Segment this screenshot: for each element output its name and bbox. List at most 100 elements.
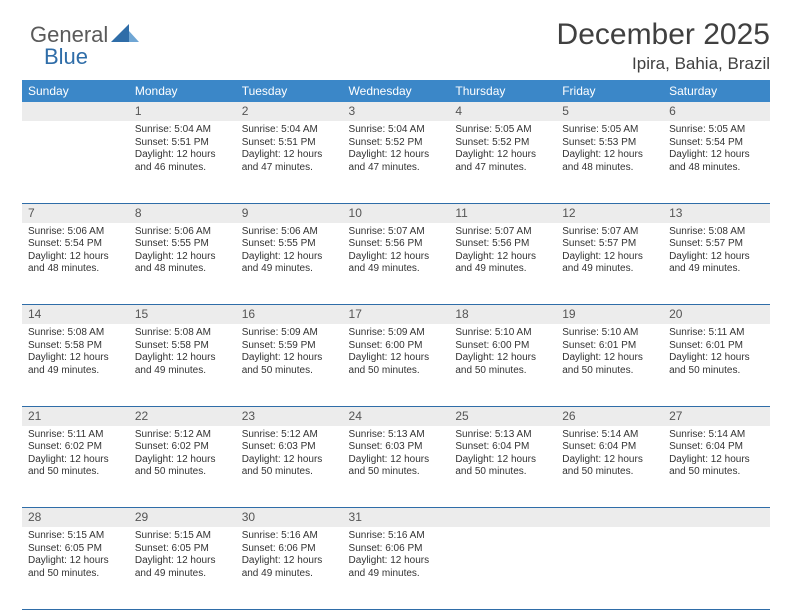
day-number-cell: 13 — [663, 203, 770, 223]
day-number-row: 14151617181920 — [22, 305, 770, 325]
sunset-line: Sunset: 6:04 PM — [669, 441, 764, 454]
week-row: Sunrise: 5:04 AMSunset: 5:51 PMDaylight:… — [22, 121, 770, 203]
sunset-line: Sunset: 5:54 PM — [28, 238, 123, 251]
week-row: Sunrise: 5:06 AMSunset: 5:54 PMDaylight:… — [22, 223, 770, 305]
day-number-cell: 5 — [556, 102, 663, 121]
daylight-line: Daylight: 12 hours and 50 minutes. — [28, 555, 123, 580]
day-number-cell: 10 — [343, 203, 450, 223]
day-cell-body: Sunrise: 5:07 AMSunset: 5:56 PMDaylight:… — [343, 223, 450, 280]
sunrise-line: Sunrise: 5:14 AM — [669, 429, 764, 442]
day-number-cell — [22, 102, 129, 121]
daylight-line: Daylight: 12 hours and 48 minutes. — [669, 149, 764, 174]
day-cell: Sunrise: 5:06 AMSunset: 5:54 PMDaylight:… — [22, 223, 129, 305]
daylight-line: Daylight: 12 hours and 47 minutes. — [455, 149, 550, 174]
daylight-line: Daylight: 12 hours and 50 minutes. — [669, 454, 764, 479]
daylight-line: Daylight: 12 hours and 48 minutes. — [135, 251, 230, 276]
day-cell-body: Sunrise: 5:04 AMSunset: 5:51 PMDaylight:… — [129, 121, 236, 178]
sunrise-line: Sunrise: 5:04 AM — [242, 124, 337, 137]
sunrise-line: Sunrise: 5:12 AM — [242, 429, 337, 442]
sunrise-line: Sunrise: 5:16 AM — [242, 530, 337, 543]
day-cell-body: Sunrise: 5:16 AMSunset: 6:06 PMDaylight:… — [236, 527, 343, 584]
day-cell: Sunrise: 5:08 AMSunset: 5:58 PMDaylight:… — [129, 324, 236, 406]
sunrise-line: Sunrise: 5:07 AM — [562, 226, 657, 239]
day-cell: Sunrise: 5:05 AMSunset: 5:52 PMDaylight:… — [449, 121, 556, 203]
day-cell-body: Sunrise: 5:14 AMSunset: 6:04 PMDaylight:… — [663, 426, 770, 483]
day-number-cell: 11 — [449, 203, 556, 223]
day-header: Friday — [556, 80, 663, 102]
sunset-line: Sunset: 6:06 PM — [242, 543, 337, 556]
day-cell — [556, 527, 663, 609]
daylight-line: Daylight: 12 hours and 50 minutes. — [135, 454, 230, 479]
sunrise-line: Sunrise: 5:11 AM — [28, 429, 123, 442]
day-number-cell: 15 — [129, 305, 236, 325]
sunset-line: Sunset: 6:01 PM — [562, 340, 657, 353]
daylight-line: Daylight: 12 hours and 49 minutes. — [455, 251, 550, 276]
day-number-cell: 18 — [449, 305, 556, 325]
day-cell-body: Sunrise: 5:11 AMSunset: 6:01 PMDaylight:… — [663, 324, 770, 381]
sunset-line: Sunset: 6:04 PM — [455, 441, 550, 454]
day-cell: Sunrise: 5:07 AMSunset: 5:56 PMDaylight:… — [343, 223, 450, 305]
day-cell-body: Sunrise: 5:13 AMSunset: 6:03 PMDaylight:… — [343, 426, 450, 483]
sunrise-line: Sunrise: 5:07 AM — [349, 226, 444, 239]
sunrise-line: Sunrise: 5:06 AM — [242, 226, 337, 239]
day-number-row: 78910111213 — [22, 203, 770, 223]
daylight-line: Daylight: 12 hours and 49 minutes. — [669, 251, 764, 276]
daylight-line: Daylight: 12 hours and 48 minutes. — [562, 149, 657, 174]
daylight-line: Daylight: 12 hours and 49 minutes. — [242, 555, 337, 580]
sunset-line: Sunset: 6:00 PM — [349, 340, 444, 353]
day-number-cell: 24 — [343, 406, 450, 426]
day-number-cell: 17 — [343, 305, 450, 325]
day-number-cell: 2 — [236, 102, 343, 121]
day-number-cell: 29 — [129, 508, 236, 528]
location-label: Ipira, Bahia, Brazil — [22, 54, 770, 74]
day-number-cell: 16 — [236, 305, 343, 325]
daylight-line: Daylight: 12 hours and 49 minutes. — [349, 555, 444, 580]
day-cell-body: Sunrise: 5:13 AMSunset: 6:04 PMDaylight:… — [449, 426, 556, 483]
sunrise-line: Sunrise: 5:07 AM — [455, 226, 550, 239]
day-cell: Sunrise: 5:04 AMSunset: 5:52 PMDaylight:… — [343, 121, 450, 203]
day-cell-body: Sunrise: 5:07 AMSunset: 5:56 PMDaylight:… — [449, 223, 556, 280]
day-number-cell: 28 — [22, 508, 129, 528]
week-row: Sunrise: 5:11 AMSunset: 6:02 PMDaylight:… — [22, 426, 770, 508]
daylight-line: Daylight: 12 hours and 50 minutes. — [455, 352, 550, 377]
day-cell: Sunrise: 5:08 AMSunset: 5:58 PMDaylight:… — [22, 324, 129, 406]
sunset-line: Sunset: 5:59 PM — [242, 340, 337, 353]
day-number-cell: 25 — [449, 406, 556, 426]
daylight-line: Daylight: 12 hours and 47 minutes. — [349, 149, 444, 174]
day-cell-body: Sunrise: 5:09 AMSunset: 6:00 PMDaylight:… — [343, 324, 450, 381]
day-cell-body: Sunrise: 5:08 AMSunset: 5:58 PMDaylight:… — [129, 324, 236, 381]
sunrise-line: Sunrise: 5:06 AM — [135, 226, 230, 239]
sunrise-line: Sunrise: 5:13 AM — [455, 429, 550, 442]
sunrise-line: Sunrise: 5:10 AM — [455, 327, 550, 340]
day-cell: Sunrise: 5:13 AMSunset: 6:03 PMDaylight:… — [343, 426, 450, 508]
day-cell-body: Sunrise: 5:08 AMSunset: 5:57 PMDaylight:… — [663, 223, 770, 280]
day-number-cell: 9 — [236, 203, 343, 223]
daylight-line: Daylight: 12 hours and 49 minutes. — [28, 352, 123, 377]
sunset-line: Sunset: 5:55 PM — [242, 238, 337, 251]
daylight-line: Daylight: 12 hours and 49 minutes. — [242, 251, 337, 276]
daylight-line: Daylight: 12 hours and 48 minutes. — [28, 251, 123, 276]
sunset-line: Sunset: 6:01 PM — [669, 340, 764, 353]
daylight-line: Daylight: 12 hours and 50 minutes. — [28, 454, 123, 479]
day-cell-body: Sunrise: 5:12 AMSunset: 6:02 PMDaylight:… — [129, 426, 236, 483]
daylight-line: Daylight: 12 hours and 50 minutes. — [669, 352, 764, 377]
day-cell: Sunrise: 5:10 AMSunset: 6:00 PMDaylight:… — [449, 324, 556, 406]
day-cell: Sunrise: 5:06 AMSunset: 5:55 PMDaylight:… — [236, 223, 343, 305]
day-cell-body: Sunrise: 5:10 AMSunset: 6:00 PMDaylight:… — [449, 324, 556, 381]
week-row: Sunrise: 5:15 AMSunset: 6:05 PMDaylight:… — [22, 527, 770, 609]
day-number-cell: 1 — [129, 102, 236, 121]
day-number-cell: 30 — [236, 508, 343, 528]
sunset-line: Sunset: 5:55 PM — [135, 238, 230, 251]
day-cell-body: Sunrise: 5:09 AMSunset: 5:59 PMDaylight:… — [236, 324, 343, 381]
day-cell: Sunrise: 5:16 AMSunset: 6:06 PMDaylight:… — [236, 527, 343, 609]
week-row: Sunrise: 5:08 AMSunset: 5:58 PMDaylight:… — [22, 324, 770, 406]
sunrise-line: Sunrise: 5:13 AM — [349, 429, 444, 442]
day-number-cell: 6 — [663, 102, 770, 121]
sunset-line: Sunset: 5:57 PM — [562, 238, 657, 251]
day-cell-body: Sunrise: 5:04 AMSunset: 5:51 PMDaylight:… — [236, 121, 343, 178]
sunrise-line: Sunrise: 5:08 AM — [28, 327, 123, 340]
day-cell-body: Sunrise: 5:10 AMSunset: 6:01 PMDaylight:… — [556, 324, 663, 381]
sunrise-line: Sunrise: 5:09 AM — [242, 327, 337, 340]
sunrise-line: Sunrise: 5:05 AM — [669, 124, 764, 137]
day-header: Wednesday — [343, 80, 450, 102]
